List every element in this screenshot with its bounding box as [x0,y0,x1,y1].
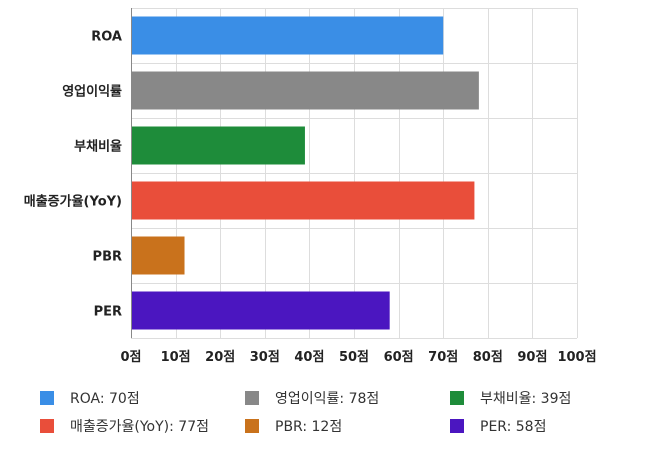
x-tick-label: 30점 [250,350,280,365]
x-tick-label: 40점 [294,350,324,365]
bar-1[interactable] [131,71,479,110]
legend-label: 매출증가율(YoY): 77점 [70,419,209,435]
legend-swatch [245,391,259,405]
legend-item[interactable]: PER: 58점 [450,416,546,436]
category-label: PBR [93,250,122,265]
chart-area: 0점 10점 20점 30점 40점 50점 60점 70점 80점 90점 100점 ROA 영업이익… [24,8,597,365]
legend-swatch [450,391,464,405]
legend-label: 영업이익률: 78점 [275,391,380,407]
x-tick-label: 90점 [517,350,547,365]
bar-5[interactable] [131,291,390,330]
bar-4[interactable] [131,236,185,275]
legend-item[interactable]: 매출증가율(YoY): 77점 [40,416,209,436]
legend-item[interactable]: 영업이익률: 78점 [245,388,379,408]
legend-swatch [40,419,54,433]
category-label: PER [94,305,122,320]
legend-item[interactable]: ROA: 70점 [40,388,140,408]
x-tick-label: 60점 [384,350,414,365]
bar-3[interactable] [131,181,475,220]
legend-item[interactable]: 부채비율: 39점 [450,388,571,408]
category-label: ROA [91,30,122,45]
x-tick-label: 100점 [557,350,596,365]
category-label: 영업이익률 [62,84,122,100]
legend-label: 부채비율: 39점 [480,391,572,407]
legend-label: PBR: 12점 [275,419,343,435]
legend-item[interactable]: PBR: 12점 [245,416,342,436]
legend-swatch [40,391,54,405]
x-tick-label: 20점 [205,350,235,365]
x-tick-label: 50점 [339,350,369,365]
bar-chart: 0점 10점 20점 30점 40점 50점 60점 70점 80점 90점 100점 ROA 영업이익… [24,8,597,365]
bar-2[interactable] [131,126,305,165]
x-tick-label: 70점 [428,350,458,365]
bar-0[interactable] [131,16,444,55]
category-label: 부채비율 [74,139,122,155]
legend-swatch [245,419,259,433]
category-label: 매출증가율(YoY) [24,194,122,210]
x-tick-label: 10점 [161,350,191,365]
legend-label: ROA: 70점 [70,391,140,407]
x-tick-label: 80점 [473,350,503,365]
legend-label: PER: 58점 [480,419,547,435]
x-tick-label: 0점 [120,350,141,365]
legend-swatch [450,419,464,433]
